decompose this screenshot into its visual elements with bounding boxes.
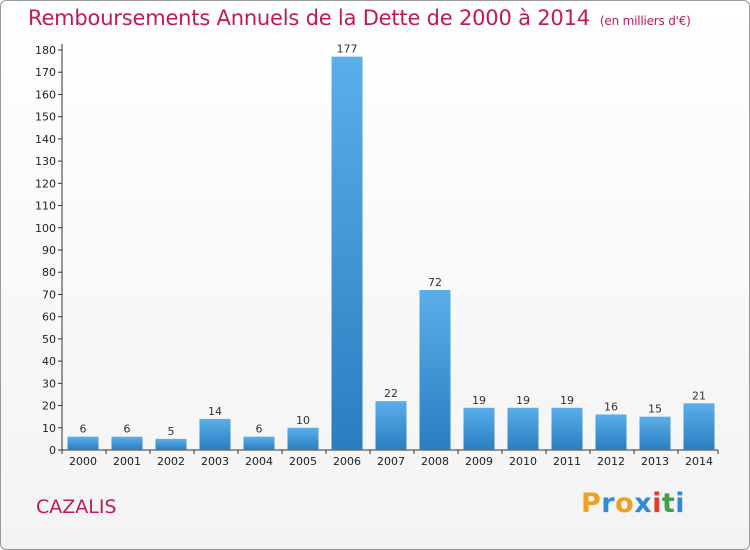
bar-value-label: 19 [516,394,530,407]
y-tick-label: 70 [42,288,56,301]
x-tick-label: 2007 [377,455,405,468]
bar-2009[interactable] [463,407,495,450]
y-tick-label: 0 [49,444,56,457]
y-tick-label: 150 [35,111,56,124]
y-tick-label: 60 [42,311,56,324]
bar-value-label: 21 [692,389,706,402]
logo-letter: x [634,488,653,519]
chart-title-text: Remboursements Annuels de la Dette de 20… [28,6,590,30]
bar-value-label: 19 [560,394,574,407]
logo-letter: i [675,488,686,519]
bar-value-label: 14 [208,405,222,418]
x-tick-label: 2003 [201,455,229,468]
bar-value-label: 16 [604,400,618,413]
x-tick-label: 2012 [597,455,625,468]
bar-2000[interactable] [67,436,99,450]
x-tick-label: 2001 [113,455,141,468]
bar-2008[interactable] [419,290,451,450]
y-tick-label: 130 [35,155,56,168]
y-tick-label: 30 [42,377,56,390]
logo-letter: o [615,488,635,519]
y-tick-label: 100 [35,222,56,235]
proxiti-logo[interactable]: Proxiti [581,488,685,519]
chart-subtitle: (en milliers d'€) [599,14,691,28]
y-tick-label: 160 [35,88,56,101]
bar-value-label: 22 [384,387,398,400]
x-tick-label: 2005 [289,455,317,468]
chart-axes: 0 10 20 30 40 50 60 70 80 90 100 110 120 130 140 150 160… [35,44,719,457]
bar-2013[interactable] [639,416,671,450]
bar-value-label: 10 [296,414,310,427]
x-tick-label: 2008 [421,455,449,468]
bar-2005[interactable] [287,427,319,450]
y-tick-label: 80 [42,266,56,279]
y-tick-label: 170 [35,66,56,79]
logo-letter: r [601,488,616,519]
bar-2002[interactable] [155,438,187,450]
commune-name: CAZALIS [36,496,117,518]
x-tick-label: 2009 [465,455,493,468]
bar-value-label: 6 [256,423,263,436]
x-tick-label: 2006 [333,455,361,468]
x-tick-label: 2004 [245,455,273,468]
y-tick-label: 110 [35,200,56,213]
x-tick-label: 2002 [157,455,185,468]
y-tick-label: 50 [42,333,56,346]
y-tick-label: 20 [42,400,56,413]
y-tick-label: 120 [35,177,56,190]
x-tick-label: 2011 [553,455,581,468]
chart-title: Remboursements Annuels de la Dette de 20… [28,6,691,30]
bar-2006[interactable] [331,56,363,451]
bar-2014[interactable] [683,403,715,450]
bar-2012[interactable] [595,414,627,450]
bar-value-label: 15 [648,403,662,416]
y-tick-label: 90 [42,244,56,257]
x-tick-label: 2014 [685,455,713,468]
y-tick-label: 180 [35,44,56,57]
bar-value-label: 5 [168,425,175,438]
x-tick-label: 2013 [641,455,669,468]
y-tick-label: 10 [42,422,56,435]
bar-value-label: 6 [80,423,87,436]
chart-labels: 2000 6 2001 6 2002 5 2003 14 2004 6 2005 10 2006 177 2… [69,43,713,468]
y-tick-label: 40 [42,355,56,368]
bar-2003[interactable] [199,418,231,450]
x-tick-label: 2010 [509,455,537,468]
bar-value-label: 19 [472,394,486,407]
bar-2010[interactable] [507,407,539,450]
bar-2001[interactable] [111,436,143,450]
bar-value-label: 6 [124,423,131,436]
logo-letter: t [661,488,676,519]
bar-value-label: 72 [428,276,442,289]
logo-letter: P [581,488,602,519]
y-tick-label: 140 [35,133,56,146]
chart-bars [67,56,715,451]
x-tick-label: 2000 [69,455,97,468]
bar-2011[interactable] [551,407,583,450]
logo-letter: i [652,488,662,519]
bar-2004[interactable] [243,436,275,450]
bar-2007[interactable] [375,401,407,450]
bar-value-label: 177 [337,43,358,56]
